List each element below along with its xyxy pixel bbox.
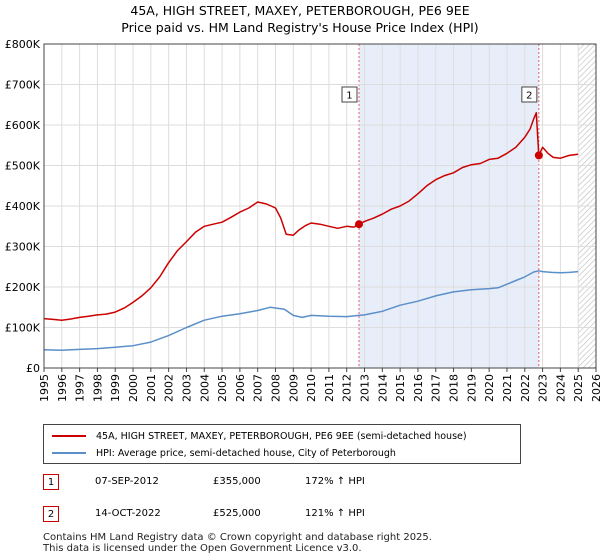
x-tick-label: 2004 (198, 374, 211, 402)
x-tick-label: 2024 (554, 374, 567, 402)
sale-point (534, 151, 543, 160)
x-tick-label: 2019 (465, 374, 478, 402)
legend-swatch-hpi (52, 452, 86, 454)
price-chart: £0 £100K £200K £300K £400K £500K £600K £700K £80… (5, 38, 600, 402)
y-tick-label: £800K (5, 38, 41, 51)
y-tick-label: £100K (5, 322, 41, 335)
sale-hpi-change: 121% ↑ HPI (305, 508, 365, 519)
x-tick-label: 2015 (394, 374, 407, 402)
sale-date: 07-SEP-2012 (95, 476, 159, 487)
x-tick-label: 1998 (91, 374, 104, 402)
sale-number-badge: 1 (43, 474, 59, 490)
plot-frame (43, 43, 597, 369)
legend-item-hpi: HPI: Average price, semi-detached house,… (52, 445, 396, 461)
x-tick-label: 1999 (109, 374, 122, 402)
sale-date: 14-OCT-2022 (95, 508, 161, 519)
chart-title-line1: 45A, HIGH STREET, MAXEY, PETERBOROUGH, P… (130, 3, 470, 18)
x-tick-label: 2020 (483, 374, 496, 402)
sale-hpi-change: 172% ↑ HPI (305, 476, 365, 487)
sale-number-badge: 2 (43, 506, 59, 522)
x-tick-label: 2026 (590, 374, 600, 402)
footer-attribution: Contains HM Land Registry data © Crown c… (43, 532, 432, 554)
sale-label-box (521, 86, 538, 103)
sale-row: 2 14-OCT-2022 £525,000 121% ↑ HPI (43, 506, 563, 526)
y-tick-label: £500K (5, 160, 41, 173)
sale-point (354, 220, 363, 229)
y-tick-label: £700K (5, 79, 41, 92)
x-tick-label: 2016 (412, 374, 425, 402)
x-tick-label: 2001 (145, 374, 158, 402)
x-tick-label: 2011 (323, 374, 336, 402)
x-tick-label: 2000 (127, 374, 140, 402)
footer-line2: This data is licensed under the Open Gov… (43, 543, 362, 554)
sale-label-box (341, 86, 358, 103)
x-tick-label: 2022 (519, 374, 532, 402)
y-tick-label: £200K (5, 281, 41, 294)
y-tick-label: £300K (5, 241, 41, 254)
legend-label-hpi: HPI: Average price, semi-detached house,… (96, 447, 396, 459)
sale-price: £525,000 (213, 508, 261, 519)
x-tick-label: 2023 (537, 374, 550, 402)
hpi-line (43, 270, 579, 351)
sale-row: 1 07-SEP-2012 £355,000 172% ↑ HPI (43, 474, 563, 494)
y-tick-label: £400K (5, 200, 41, 213)
x-tick-label: 2009 (287, 374, 300, 402)
x-tick-label: 1995 (38, 374, 51, 402)
x-tick-label: 1997 (74, 374, 87, 402)
sale-label-number: 1 (346, 91, 352, 102)
x-tick-label: 2014 (376, 374, 389, 402)
sale-price: £355,000 (213, 476, 261, 487)
x-tick-label: 2021 (501, 374, 514, 402)
x-tick-label: 2008 (269, 374, 282, 402)
x-tick-label: 2018 (448, 374, 461, 402)
x-tick-label: 2005 (216, 374, 229, 402)
x-tick-label: 2003 (180, 374, 193, 402)
footer-line1: Contains HM Land Registry data © Crown c… (43, 532, 432, 543)
x-tick-label: 2002 (163, 374, 176, 402)
chart-title: 45A, HIGH STREET, MAXEY, PETERBOROUGH, P… (0, 2, 600, 36)
legend-label-property: 45A, HIGH STREET, MAXEY, PETERBOROUGH, P… (96, 430, 467, 442)
x-tick-label: 2017 (430, 374, 443, 402)
chart-legend: 45A, HIGH STREET, MAXEY, PETERBOROUGH, P… (43, 424, 521, 464)
x-tick-label: 2013 (359, 374, 372, 402)
chart-title-line2: Price paid vs. HM Land Registry's House … (121, 20, 479, 35)
legend-item-property: 45A, HIGH STREET, MAXEY, PETERBOROUGH, P… (52, 428, 467, 444)
x-tick-label: 2006 (234, 374, 247, 402)
sale-label-number: 2 (526, 91, 532, 102)
x-tick-label: 1996 (56, 374, 69, 402)
y-tick-label: £0 (26, 362, 40, 375)
y-tick-label: £600K (5, 119, 41, 132)
x-tick-label: 2012 (341, 374, 354, 402)
x-tick-label: 2007 (252, 374, 265, 402)
legend-swatch-property (52, 435, 86, 437)
property-price-line (43, 112, 579, 321)
x-tick-label: 2010 (305, 374, 318, 402)
x-tick-label: 2025 (572, 374, 585, 402)
